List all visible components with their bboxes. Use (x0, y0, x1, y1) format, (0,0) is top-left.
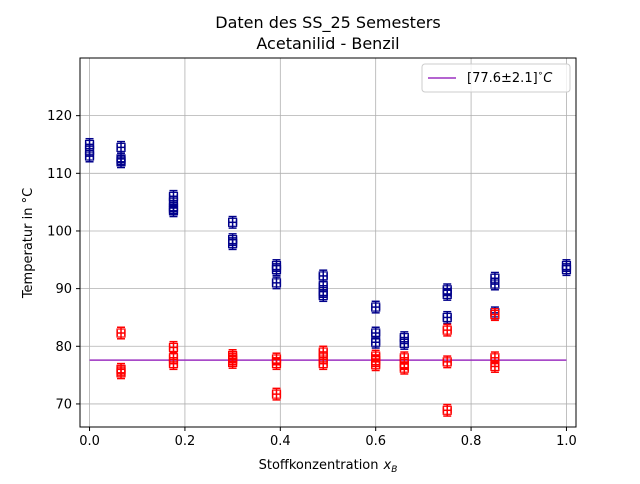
x-axis-label-text: Stoffkonzentration (259, 458, 379, 473)
lower-data-point (116, 326, 126, 340)
square-marker (228, 217, 238, 227)
x-tick-label: 0.4 (270, 434, 291, 449)
lower-data-point (442, 323, 452, 337)
square-marker (561, 264, 572, 275)
upper-data-point (399, 336, 409, 350)
legend-label-degree: ∘ (538, 69, 544, 79)
legend-label-value: [77.6±2.1] (467, 71, 538, 86)
upper-data-point (318, 289, 328, 303)
lower-data-point (490, 308, 500, 322)
y-axis-label: Temperatur in °C (21, 188, 36, 299)
lower-data-point (442, 355, 452, 369)
x-tick-label: 0.2 (175, 434, 196, 449)
square-marker (116, 328, 126, 338)
square-marker (442, 357, 452, 367)
square-marker (371, 302, 381, 312)
upper-data-point (271, 263, 282, 277)
lower-data-point (318, 357, 328, 371)
square-marker (271, 358, 282, 369)
square-marker (271, 389, 282, 399)
lower-data-point (116, 366, 126, 380)
square-marker (399, 338, 409, 348)
lower-data-point (490, 359, 500, 373)
upper-data-point (371, 300, 381, 314)
y-tick-label: 90 (55, 282, 72, 297)
chart-title-line-1: Daten des SS_25 Semesters (215, 13, 440, 33)
x-axis-label-var: x (383, 458, 392, 473)
x-tick-label: 0.6 (365, 434, 386, 449)
square-marker (271, 278, 282, 288)
y-tick-label: 100 (47, 224, 72, 239)
legend-label-unit: C (543, 71, 553, 86)
upper-data-point (228, 215, 238, 229)
x-tick-label: 0.0 (79, 434, 100, 449)
data-points-layer (84, 137, 572, 417)
y-tick-label: 120 (47, 109, 72, 124)
square-marker (228, 239, 238, 249)
square-marker (318, 290, 328, 301)
square-marker (442, 312, 452, 323)
square-marker (490, 361, 500, 372)
upper-data-point (271, 276, 282, 290)
y-tick-label: 70 (55, 397, 72, 412)
upper-data-point (116, 140, 126, 154)
square-marker (84, 151, 95, 161)
lower-data-point (228, 355, 238, 369)
square-marker (271, 264, 282, 275)
lower-data-point (399, 361, 409, 375)
lower-data-point (168, 357, 179, 371)
upper-data-point (84, 149, 95, 163)
lower-data-point (271, 387, 282, 401)
upper-data-point (490, 277, 500, 291)
square-marker (490, 279, 500, 289)
upper-data-point (442, 310, 452, 324)
square-marker (116, 142, 126, 152)
x-tick-label: 1.0 (556, 434, 577, 449)
upper-data-point (168, 204, 179, 218)
tick-marks: 0.0 0.2 0.4 0.6 0.8 1.0 70 80 90 100 110 120 (47, 109, 577, 449)
x-tick-label: 0.8 (461, 434, 482, 449)
legend: [77.6±2.1]∘C (421, 63, 571, 93)
square-marker (371, 360, 381, 370)
chart-title-line-2: Acetanilid - Benzil (256, 34, 399, 53)
square-marker (168, 358, 179, 369)
square-marker (442, 289, 452, 299)
upper-data-point (442, 287, 452, 301)
lower-data-point (371, 358, 381, 372)
square-marker (168, 206, 179, 216)
square-marker (116, 368, 126, 378)
y-tick-label: 110 (47, 167, 72, 182)
axes-frame (79, 57, 577, 428)
upper-data-point (371, 335, 381, 349)
x-axis-label-sub: B (391, 465, 397, 475)
square-marker (371, 337, 381, 347)
square-marker (490, 309, 500, 320)
legend-label: [77.6±2.1]∘C (467, 69, 553, 86)
legend-box (421, 63, 571, 93)
square-marker (116, 157, 126, 167)
x-axis-label: Stoffkonzentration xB (259, 458, 398, 475)
plot-frame (79, 57, 577, 428)
square-marker (442, 405, 452, 415)
square-marker (399, 363, 409, 373)
y-tick-label: 80 (55, 340, 72, 355)
lower-data-point (271, 357, 282, 371)
square-marker (318, 358, 328, 369)
grid-lines (80, 58, 576, 427)
lower-data-point (442, 403, 452, 417)
upper-data-point (561, 263, 572, 277)
square-marker (228, 357, 238, 368)
square-marker (442, 325, 452, 335)
upper-data-point (116, 155, 126, 169)
upper-data-point (228, 237, 238, 251)
